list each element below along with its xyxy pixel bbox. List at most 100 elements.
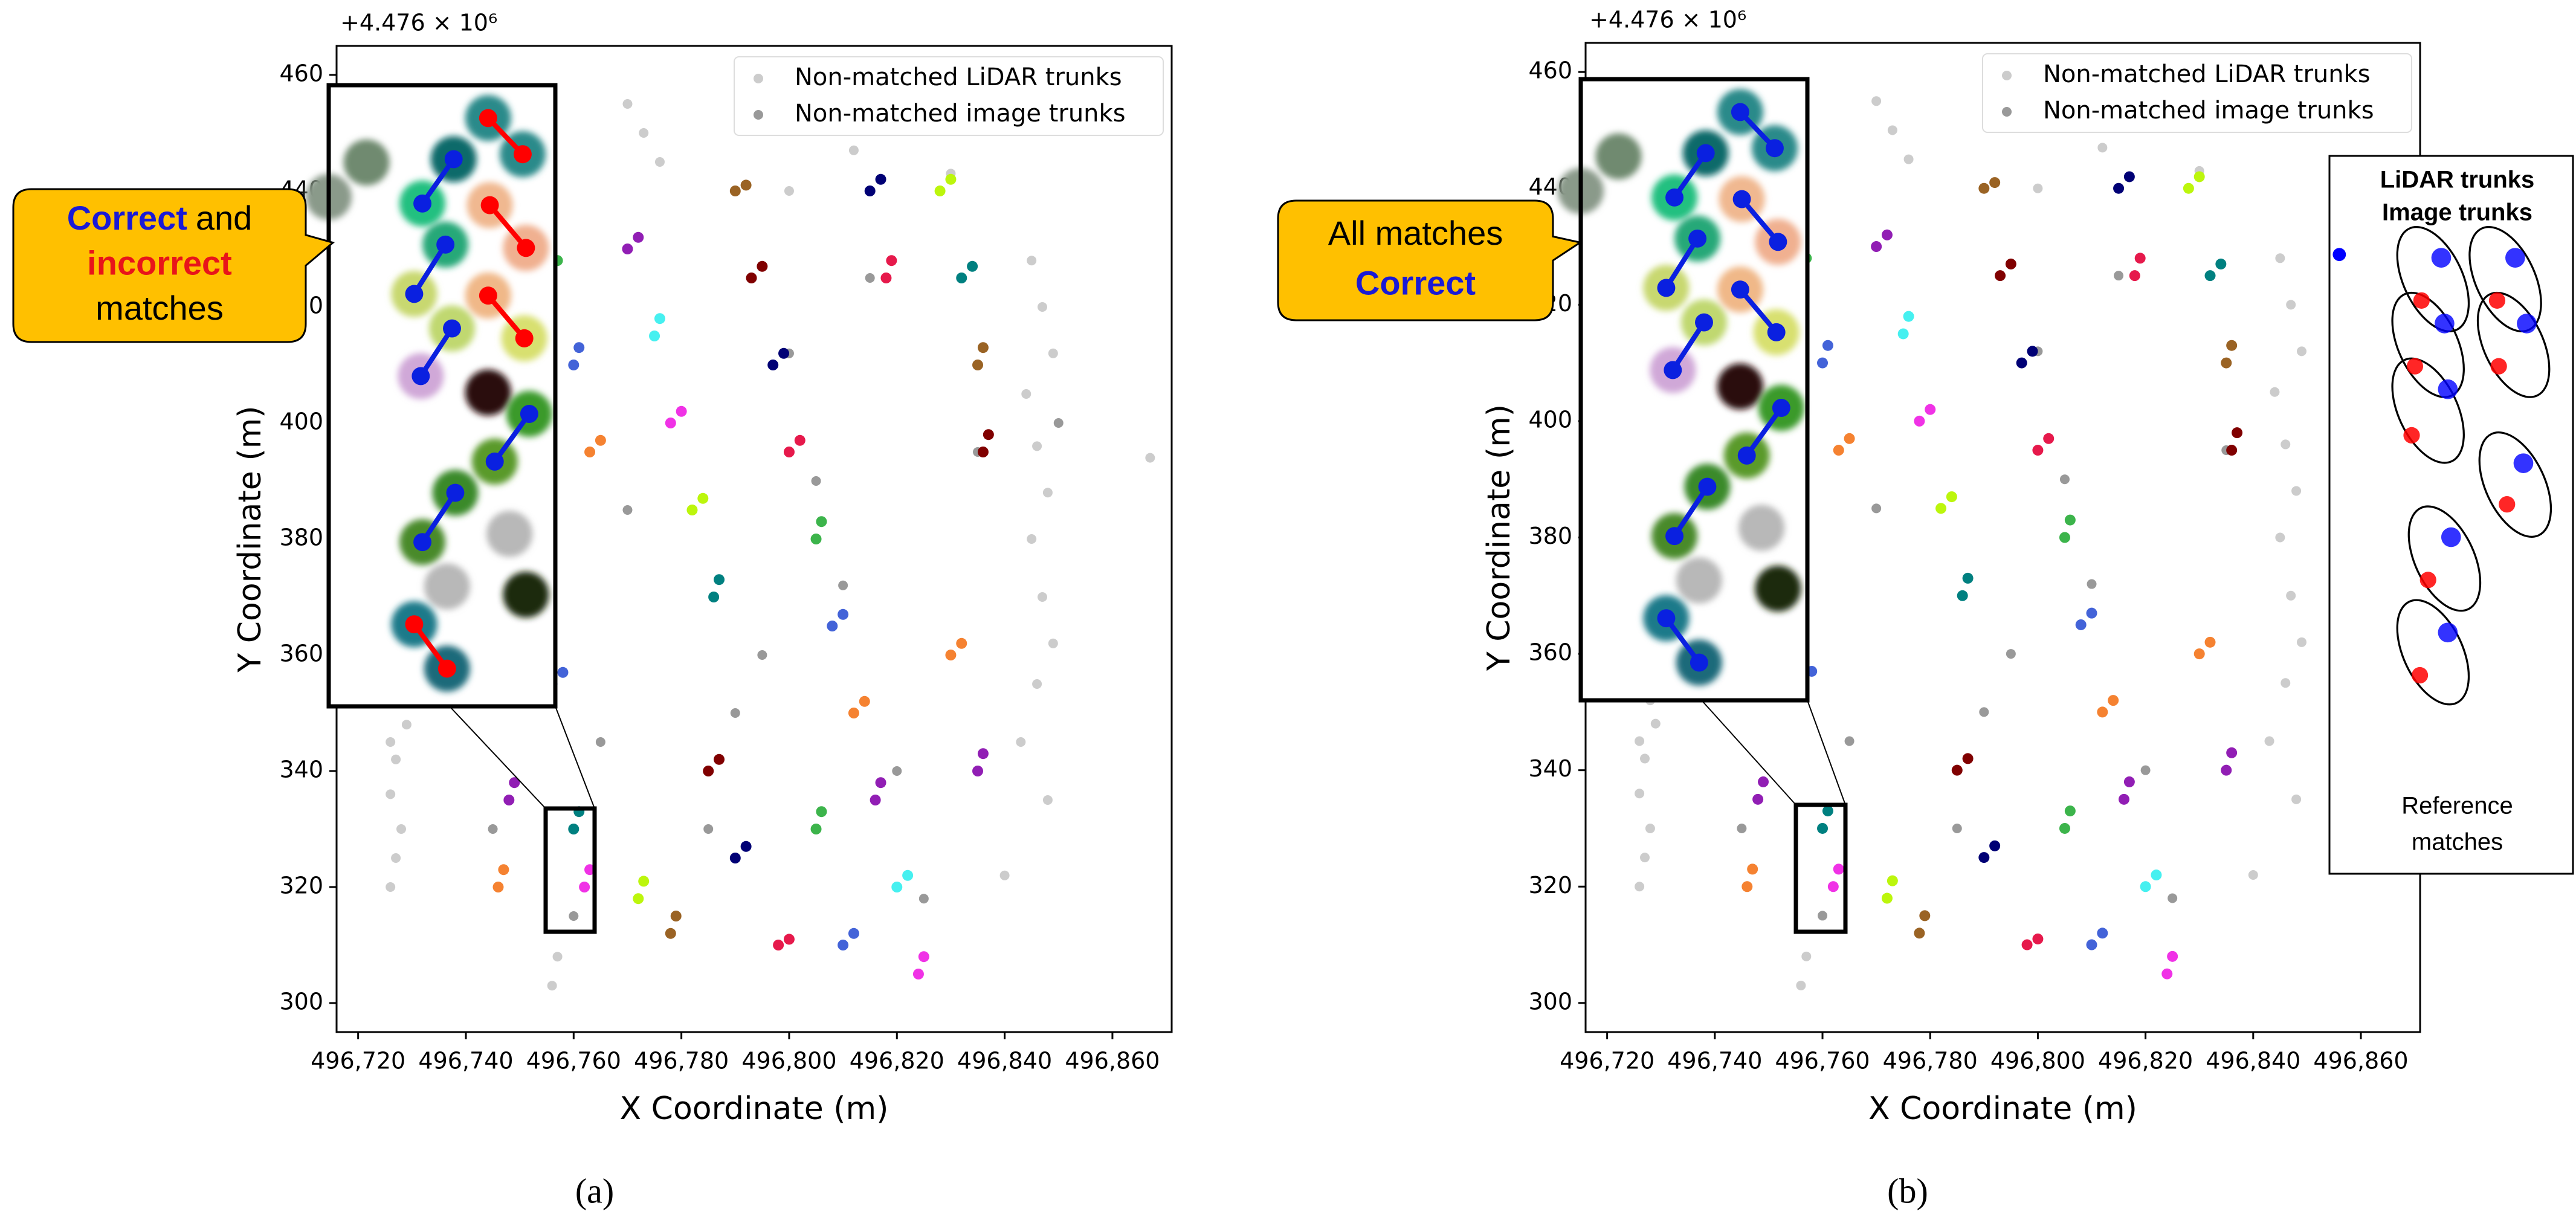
point	[1016, 737, 1026, 747]
matched-point	[2183, 182, 2194, 194]
matched-point	[1989, 840, 2001, 851]
inset-link	[1672, 152, 1708, 199]
inset-dot	[1665, 188, 1683, 207]
matched-point	[557, 666, 569, 678]
point	[757, 650, 767, 660]
point	[2248, 870, 2258, 880]
x-tick-label: 496,860	[1065, 1048, 1160, 1074]
reference-lidar-cluster	[2488, 292, 2506, 309]
matched-point	[838, 940, 849, 950]
inset-dot	[1732, 190, 1751, 208]
inset-dot	[1688, 229, 1707, 248]
matched-point	[633, 231, 644, 243]
matched-point	[1962, 572, 1974, 584]
point	[2264, 736, 2274, 746]
matched-point	[1887, 875, 1898, 886]
reference-image-cluster	[2438, 622, 2458, 643]
point	[2140, 765, 2151, 775]
point	[569, 911, 579, 921]
reference-image-cluster	[2435, 314, 2455, 334]
matched-point	[1747, 863, 1758, 875]
matched-point	[2232, 427, 2243, 439]
point	[391, 853, 401, 863]
point	[1640, 853, 1650, 863]
matched-point	[492, 882, 504, 892]
inset-dot	[1657, 279, 1676, 297]
inset-dot	[1690, 653, 1708, 672]
point	[1032, 441, 1042, 451]
legend-marker	[754, 110, 763, 120]
matched-point	[2097, 928, 2108, 939]
point	[1871, 96, 1882, 106]
matched-point	[880, 273, 892, 283]
matched-point	[983, 429, 994, 440]
reference-lidar-cluster	[2412, 666, 2429, 684]
matched-point	[816, 516, 827, 528]
inset-link	[420, 158, 456, 205]
point	[1952, 823, 1962, 833]
x-tick-label: 496,860	[2313, 1048, 2408, 1074]
matched-point	[1962, 753, 1974, 764]
x-tick-label: 496,740	[1667, 1048, 1762, 1074]
point	[2286, 300, 2296, 310]
point	[865, 273, 875, 283]
inset-frame	[1578, 77, 1810, 703]
point	[2097, 143, 2108, 153]
matched-point	[848, 708, 859, 718]
point	[2006, 649, 2016, 659]
point	[595, 737, 605, 747]
point	[2114, 271, 2124, 281]
point	[396, 824, 406, 834]
point	[1048, 638, 1058, 648]
inset-trunk	[1755, 566, 1801, 612]
point	[2291, 486, 2302, 496]
matched-point	[2161, 968, 2173, 979]
inset-dot	[405, 285, 424, 303]
matched-point	[670, 911, 682, 921]
matched-point	[967, 260, 978, 272]
matched-point	[1925, 404, 1936, 415]
inset-dot	[1696, 144, 1715, 163]
matched-point	[1946, 491, 1957, 503]
matched-point	[1903, 311, 1914, 322]
matched-point	[2108, 695, 2119, 706]
inset-link	[412, 243, 448, 295]
matched-point	[573, 342, 585, 353]
matched-point	[1817, 822, 1829, 834]
inset-link	[1738, 288, 1778, 334]
matched-point	[1919, 910, 1931, 921]
inset-dot	[520, 405, 538, 423]
inset-link	[412, 622, 450, 671]
inset-trunk	[503, 572, 549, 618]
matched-point	[568, 360, 579, 370]
legend-marker	[754, 74, 763, 83]
matched-point	[972, 766, 984, 776]
matched-point	[1822, 340, 1833, 351]
callout-bubble	[12, 188, 335, 343]
matched-point	[1833, 445, 1844, 456]
matched-point	[2075, 619, 2087, 630]
reference-lidar-cluster	[2406, 358, 2424, 375]
point	[1635, 882, 1645, 892]
matched-point	[891, 882, 903, 892]
matched-point	[2113, 182, 2125, 194]
point	[1635, 789, 1645, 799]
matched-point	[1827, 881, 1839, 892]
reference-image-cluster	[2431, 248, 2452, 268]
inset-dot	[1737, 446, 1756, 465]
matched-point	[729, 186, 741, 196]
point	[2168, 893, 2178, 903]
point	[1887, 125, 1897, 135]
reference-image-label: Image trunks	[2382, 199, 2532, 226]
matched-point	[816, 806, 827, 818]
y-tick-label: 460	[1528, 57, 1572, 84]
inset-trunk	[1717, 363, 1763, 410]
matched-point	[708, 592, 720, 602]
point	[1042, 795, 1053, 805]
matched-point	[714, 753, 725, 765]
x-tick-label: 496,760	[1775, 1048, 1870, 1074]
point	[386, 882, 396, 892]
point	[2286, 590, 2296, 601]
matched-point	[2193, 171, 2205, 182]
